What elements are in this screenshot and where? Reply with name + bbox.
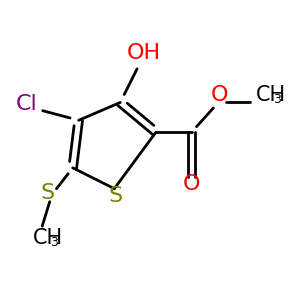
Text: O: O: [211, 85, 229, 105]
Text: S: S: [109, 186, 123, 206]
Text: Cl: Cl: [16, 94, 38, 114]
Text: OH: OH: [127, 44, 161, 63]
Text: CH: CH: [33, 228, 63, 248]
Text: O: O: [183, 174, 200, 194]
Text: 3: 3: [50, 236, 58, 249]
Text: CH: CH: [256, 85, 286, 105]
Text: 3: 3: [273, 93, 280, 106]
Text: S: S: [40, 183, 55, 203]
